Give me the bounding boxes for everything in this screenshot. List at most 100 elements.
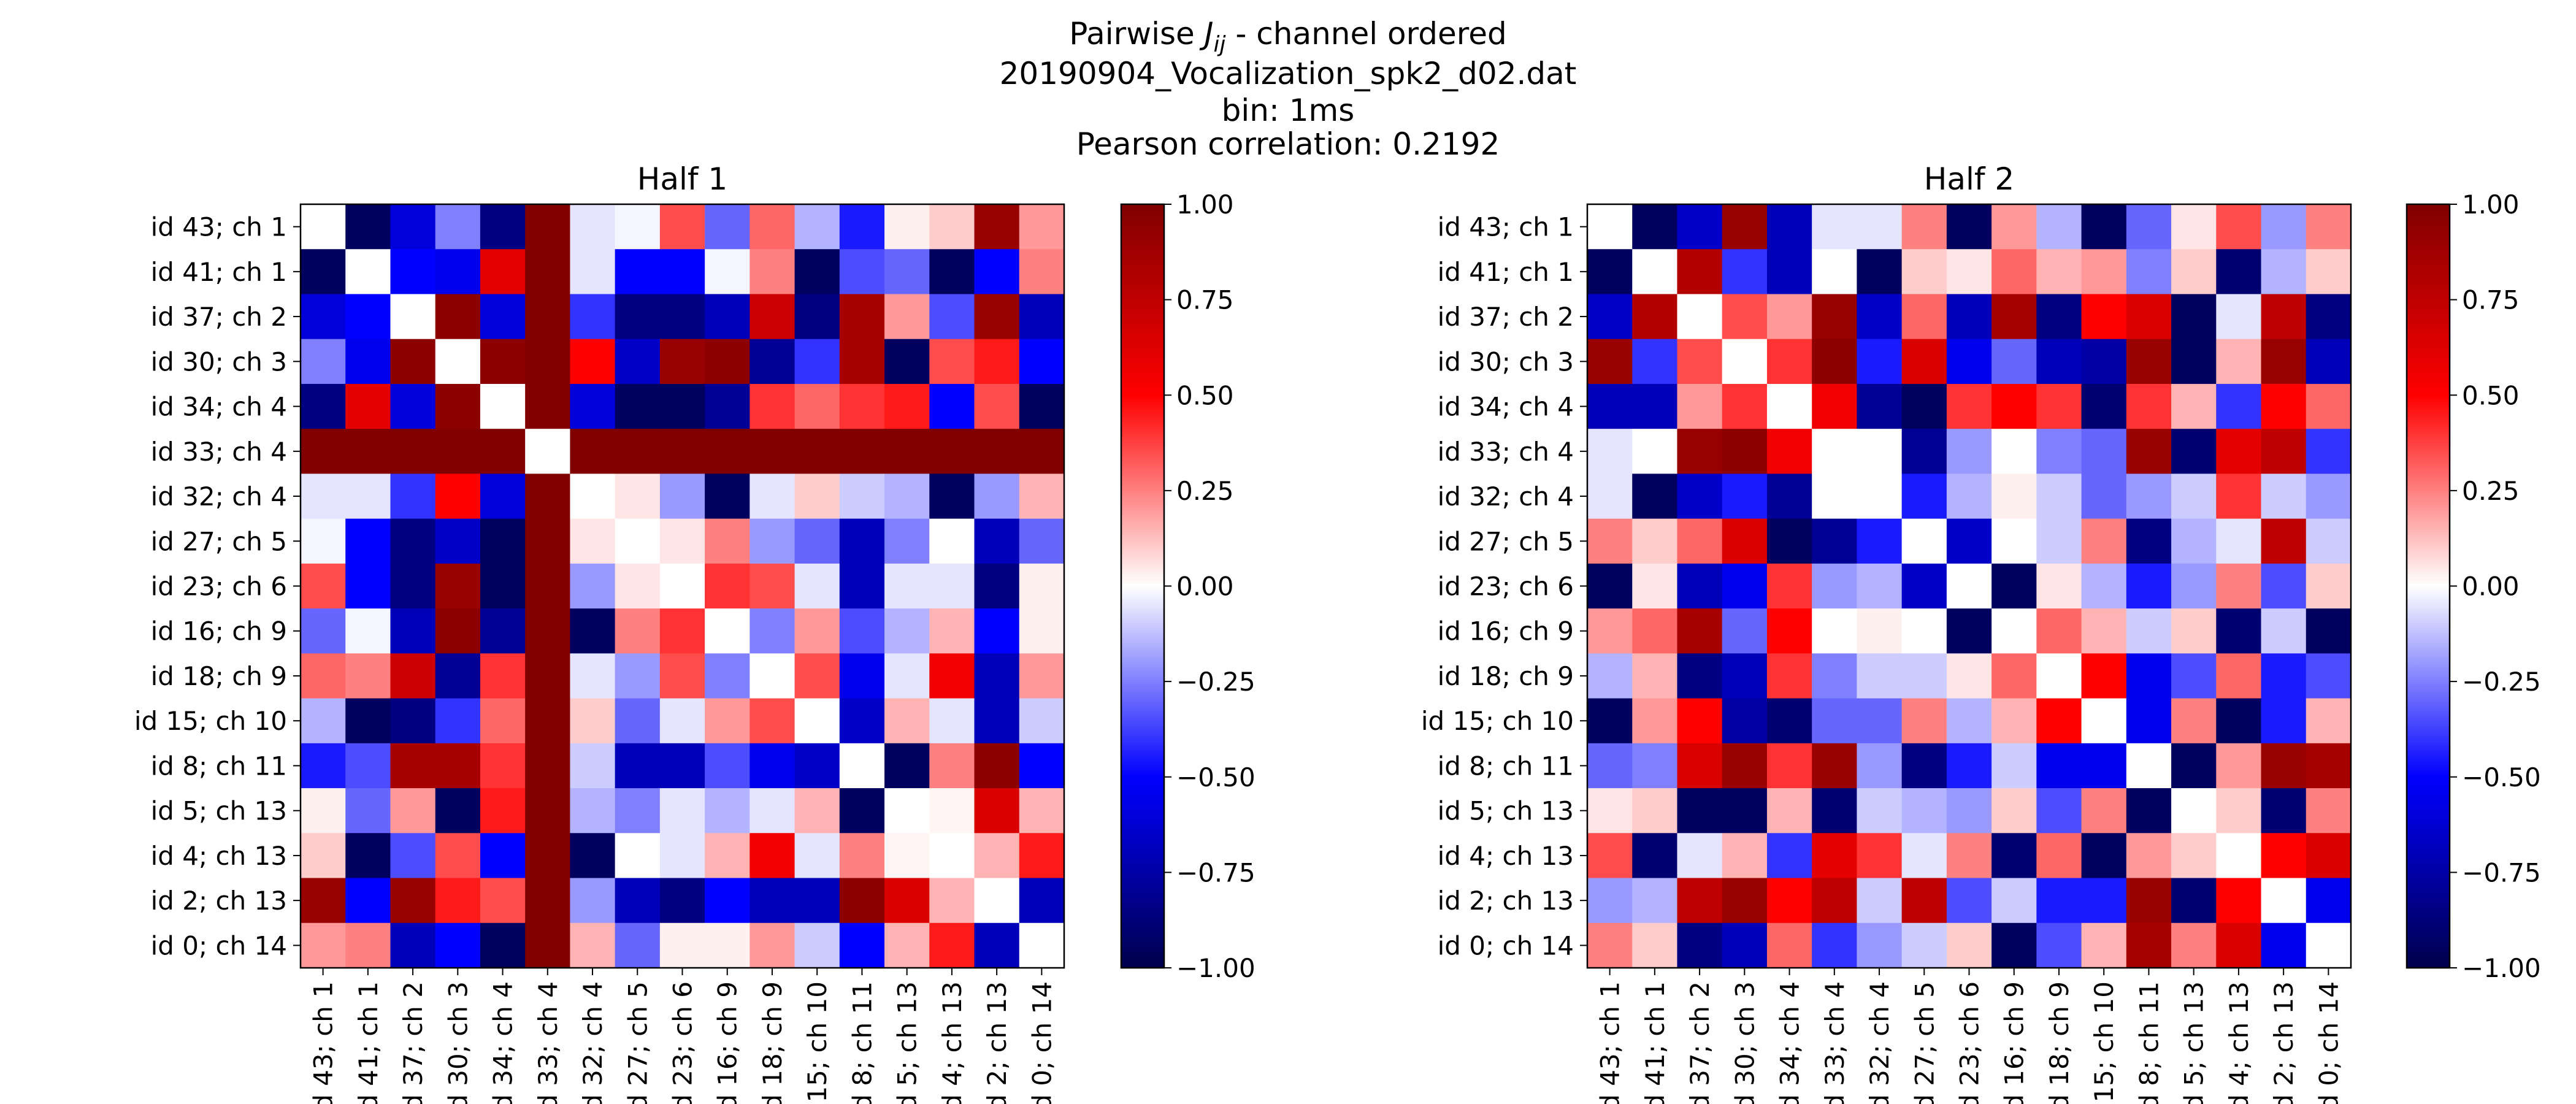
heatmap-cell	[839, 608, 885, 654]
heatmap-cell	[1677, 833, 1723, 879]
heatmap-cell	[839, 788, 885, 834]
heatmap-cell	[659, 294, 705, 340]
heatmap-cell	[2261, 249, 2307, 295]
suptitle: Pairwise Jij - channel ordered 20190904_…	[1000, 16, 1577, 162]
heatmap-cell	[525, 833, 571, 879]
y-tick-label: id 30; ch 3	[1438, 347, 1574, 377]
heatmap-cell	[1587, 608, 1633, 654]
heatmap-cell	[2216, 204, 2262, 250]
heatmap-cell	[1587, 922, 1633, 968]
heatmap-cell	[1722, 473, 1768, 519]
heatmap-cell	[615, 833, 661, 879]
heatmap-cell	[2171, 833, 2217, 879]
heatmap-cell	[884, 473, 930, 519]
y-tick-label: id 34; ch 4	[1438, 392, 1574, 422]
heatmap-cell	[615, 563, 661, 609]
heatmap-cell	[929, 473, 975, 519]
heatmap-cell	[435, 473, 481, 519]
colorbar: 1.00 0.75 0.50 0.25 0.00 −0.25 −0.50 −0.75 −1.00	[1120, 190, 1255, 983]
y-tick-label: id 23; ch 6	[151, 572, 287, 602]
heatmap-cell	[435, 339, 481, 385]
heatmap-cell	[615, 743, 661, 789]
heatmap-cell	[659, 429, 705, 475]
heatmap-cell	[1946, 788, 1992, 834]
heatmap-cell	[974, 698, 1020, 744]
colorbar-tick-label: 0.50	[2462, 380, 2520, 410]
heatmap-cell	[2126, 878, 2172, 924]
heatmap-cell	[1019, 653, 1065, 699]
heatmap-cell	[435, 383, 481, 429]
y-tick-label: id 15; ch 10	[1421, 706, 1574, 736]
heatmap-cell	[390, 294, 436, 340]
heatmap-cell	[794, 788, 840, 834]
heatmap-cell	[929, 339, 975, 385]
heatmap-cell	[1901, 518, 1947, 564]
heatmap-cell	[615, 473, 661, 519]
heatmap-cell	[2216, 294, 2262, 340]
heatmap-cell	[301, 878, 346, 924]
heatmap-cell	[1632, 922, 1678, 968]
heatmap-cell	[749, 473, 795, 519]
heatmap-cell	[1019, 878, 1065, 924]
heatmap-cell	[2171, 249, 2217, 295]
heatmap-cell	[2036, 653, 2082, 699]
heatmap-cell	[345, 339, 391, 385]
heatmap-cell	[615, 922, 661, 968]
heatmap-cell	[974, 383, 1020, 429]
heatmap-cell	[2261, 339, 2307, 385]
heatmap-cell	[435, 788, 481, 834]
heatmap-cell	[1901, 563, 1947, 609]
heatmap-cell	[1991, 922, 2037, 968]
heatmap-cell	[2216, 833, 2262, 879]
heatmap-cell	[301, 518, 346, 564]
heatmap-cell	[1722, 922, 1768, 968]
heatmap-cell	[2036, 429, 2082, 475]
heatmap-cell	[570, 608, 616, 654]
heatmap-cell	[1677, 473, 1723, 519]
heatmap-cell	[659, 653, 705, 699]
heatmap-cell	[525, 429, 571, 475]
heatmap-cell	[749, 833, 795, 879]
x-tick-label: id 33; ch 4	[1820, 981, 1850, 1104]
heatmap-cell	[974, 878, 1020, 924]
heatmap-cell	[1019, 563, 1065, 609]
heatmap-cell	[1722, 608, 1768, 654]
heatmap-cell	[390, 788, 436, 834]
x-tick-labels: id 43; ch 1 id 41; ch 1 id 37; ch 2 id 30; …	[309, 968, 1057, 1104]
heatmap-cell	[794, 608, 840, 654]
heatmap-cell	[839, 563, 885, 609]
heatmap-cell	[1946, 878, 1992, 924]
heatmap-cell	[1901, 249, 1947, 295]
y-tick-label: id 34; ch 4	[151, 392, 287, 422]
heatmap-cell	[2171, 788, 2217, 834]
colorbar-tick-label: −0.75	[2462, 857, 2541, 887]
heatmap-cell	[435, 833, 481, 879]
x-tick-label: id 0; ch 14	[1027, 981, 1057, 1104]
heatmap-cell	[1812, 788, 1858, 834]
heatmap-cell	[615, 249, 661, 295]
heatmap-cell	[1946, 518, 1992, 564]
heatmap-cell	[2171, 383, 2217, 429]
heatmap-cell	[615, 878, 661, 924]
x-tick-label: id 23; ch 6	[668, 981, 698, 1104]
heatmap-cell	[2216, 698, 2262, 744]
heatmap-cell	[480, 294, 526, 340]
heatmap-cell	[2036, 518, 2082, 564]
heatmap-cell	[749, 698, 795, 744]
heatmap-cell	[570, 518, 616, 564]
heatmap-cell	[2081, 383, 2127, 429]
heatmap-cell	[705, 518, 750, 564]
heatmap-cell	[1677, 339, 1723, 385]
heatmap-cell	[749, 653, 795, 699]
heatmap-cell	[1901, 204, 1947, 250]
heatmap-cell	[705, 294, 750, 340]
heatmap-cell	[1766, 698, 1812, 744]
heatmap-cell	[2081, 788, 2127, 834]
heatmap-cell	[1019, 204, 1065, 250]
heatmap-cell	[345, 473, 391, 519]
heatmap-cell	[1632, 653, 1678, 699]
heatmap-cell	[1901, 833, 1947, 879]
heatmap-cell	[794, 339, 840, 385]
heatmap-cell	[480, 518, 526, 564]
heatmap-cell	[705, 833, 750, 879]
